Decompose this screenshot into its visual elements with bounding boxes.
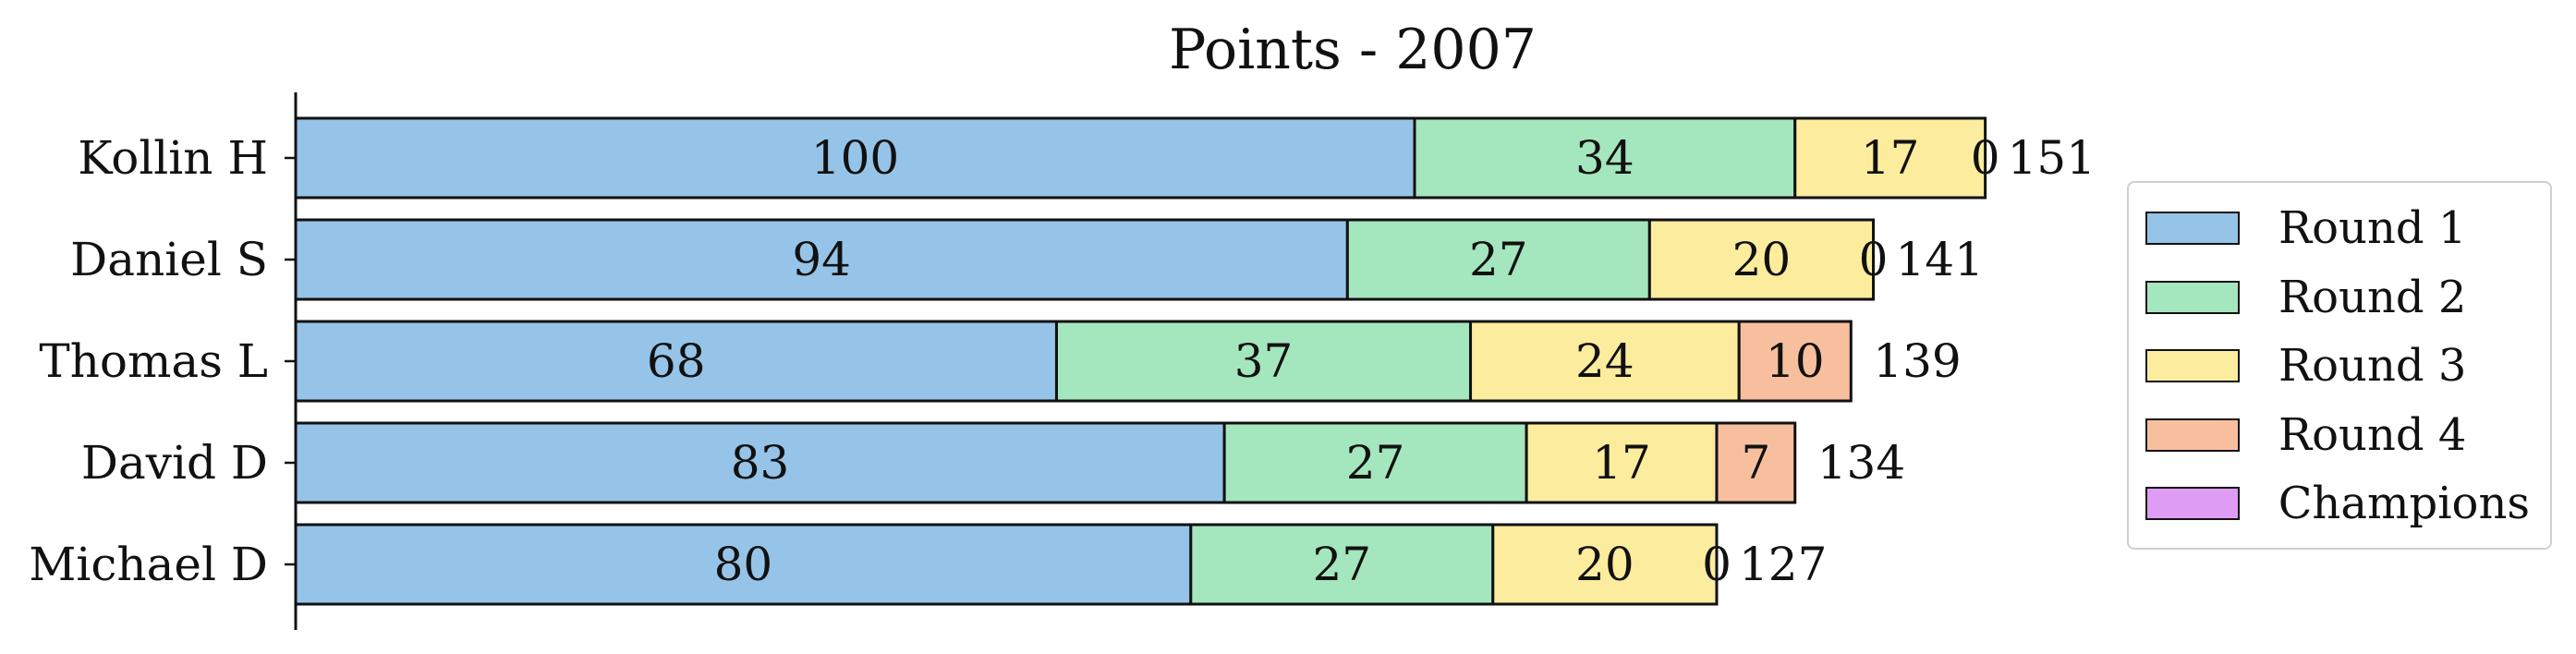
segment-label: 10 — [1766, 334, 1825, 388]
bar-segment — [294, 218, 1349, 301]
segment-label: 24 — [1575, 334, 1634, 388]
legend-item: Round 2 — [2145, 263, 2530, 333]
legend-swatch — [2145, 212, 2240, 246]
segment-label: 37 — [1234, 334, 1294, 388]
bar-segment — [1647, 218, 1876, 301]
legend-swatch — [2145, 280, 2240, 314]
segment-label: 17 — [1592, 436, 1651, 490]
y-tick-label: Daniel S — [70, 233, 268, 286]
total-label: 127 — [1739, 538, 1827, 591]
segment-label: 7 — [1741, 436, 1770, 490]
legend-item: Round 1 — [2145, 194, 2530, 263]
segment-label: 20 — [1575, 538, 1634, 591]
segment-label: 80 — [714, 538, 773, 591]
chart-legend: Round 1 Round 2 Round 3 Round 4 Champions — [2127, 181, 2552, 550]
bar-segment — [1715, 421, 1797, 504]
segment-label: 20 — [1732, 233, 1792, 286]
segment-label: 34 — [1575, 131, 1634, 185]
segment-label: 27 — [1346, 436, 1405, 490]
segment-label: 94 — [792, 233, 851, 286]
legend-label: Round 4 — [2278, 408, 2467, 461]
segment-label: 0 — [1971, 131, 2000, 185]
bar-segment — [294, 116, 1416, 200]
total-label: 134 — [1817, 436, 1905, 490]
bar-segment — [1525, 421, 1719, 504]
bar-segment — [1737, 320, 1853, 403]
legend-swatch — [2145, 487, 2240, 521]
legend-label: Round 2 — [2278, 271, 2467, 323]
legend-item: Champions — [2145, 469, 2530, 539]
legend-swatch — [2145, 349, 2240, 383]
total-label: 139 — [1873, 334, 1961, 388]
y-tick-label: David D — [81, 436, 268, 490]
segment-label: 0 — [1859, 233, 1889, 286]
legend-item: Round 3 — [2145, 332, 2530, 401]
segment-label: 27 — [1469, 233, 1528, 286]
bar-segment — [1491, 523, 1719, 606]
bar-segment — [1189, 523, 1495, 606]
y-tick-label: Kollin H — [78, 131, 268, 185]
segment-label: 17 — [1861, 131, 1920, 185]
legend-swatch — [2145, 418, 2240, 452]
legend-item: Round 4 — [2145, 401, 2530, 470]
bar-segment — [1054, 320, 1473, 403]
bar-segment — [1793, 116, 1987, 200]
total-label: 151 — [2008, 131, 2096, 185]
y-tick-label: Thomas L — [39, 334, 268, 388]
segment-label: 0 — [1702, 538, 1732, 591]
y-tick-label: Michael D — [29, 538, 268, 591]
bar-segment — [294, 421, 1226, 504]
segment-label: 27 — [1312, 538, 1371, 591]
segment-label: 83 — [731, 436, 790, 490]
bar-segment — [1222, 421, 1528, 504]
total-label: 141 — [1896, 233, 1984, 286]
legend-label: Champions — [2278, 478, 2530, 530]
segment-label: 100 — [811, 131, 899, 185]
legend-label: Round 1 — [2278, 202, 2467, 255]
chart-title: Points - 2007 — [1169, 18, 1537, 82]
bar-segment — [294, 523, 1193, 606]
bar-segment — [1469, 320, 1741, 403]
legend-label: Round 3 — [2278, 340, 2467, 393]
segment-label: 68 — [647, 334, 706, 388]
